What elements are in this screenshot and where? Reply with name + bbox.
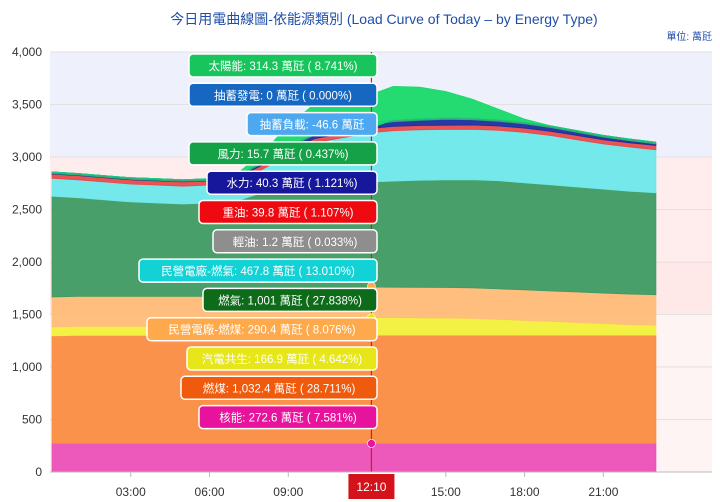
tooltip-box: [212, 229, 378, 254]
tooltip-1: 抽蓄發電: 0 萬瓩 ( 0.000%): [188, 82, 378, 108]
tooltip-label: 輕油: 1.2 萬瓩 ( 0.033%): [233, 235, 358, 249]
y-tick-label: 3,500: [12, 98, 42, 112]
tooltip-3: 風力: 15.7 萬瓩 ( 0.437%): [188, 141, 378, 166]
crosshair-time-text: 12:10: [356, 480, 386, 494]
y-tick-label: 4,000: [12, 45, 42, 59]
tooltip-box: [188, 53, 378, 78]
tooltip-box: [198, 199, 378, 225]
y-tick-label: 2,500: [12, 203, 42, 217]
crosshair-time-label: 12:10: [348, 474, 395, 499]
tooltip-label: 太陽能: 314.3 萬瓩 ( 8.741%): [209, 59, 358, 73]
tooltip-box: [146, 316, 378, 342]
x-tick-label: 06:00: [195, 485, 225, 499]
x-tick-label: 21:00: [588, 485, 618, 499]
y-tick-label: 1,500: [12, 308, 42, 322]
tooltip-12: 核能: 272.6 萬瓩 ( 7.581%): [198, 404, 378, 430]
y-tick-label: 1,000: [12, 360, 42, 374]
tooltip-label: 燃氣: 1,001 萬瓩 ( 27.838%): [218, 293, 362, 307]
tooltip-6: 輕油: 1.2 萬瓩 ( 0.033%): [212, 229, 378, 254]
y-axis: 0 500 1,000 1,500 2,000 2,500 3,000 3,500 4,000: [12, 45, 42, 479]
tooltip-box: [246, 111, 378, 137]
tooltip-stack: 太陽能: 314.3 萬瓩 ( 8.741%) 抽蓄發電: 0 萬瓩 ( 0.00…: [138, 53, 378, 430]
y-tick-label: 0: [35, 465, 42, 479]
tooltip-10: 汽電共生: 166.9 萬瓩 ( 4.642%): [186, 346, 378, 371]
hover-marker-12: [367, 439, 376, 448]
tooltip-label: 風力: 15.7 萬瓩 ( 0.437%): [217, 148, 348, 161]
tooltip-label: 核能: 272.6 萬瓩 ( 7.581%): [219, 411, 357, 425]
tooltip-label: 抽蓄負載: -46.6 萬瓩: [260, 118, 365, 132]
tooltip-2: 抽蓄負載: -46.6 萬瓩: [246, 111, 378, 137]
chart-title: 今日用電曲線圖-依能源類別 (Load Curve of Today – by …: [170, 11, 597, 27]
x-tick-label: 03:00: [116, 485, 146, 499]
crosshair-time-box: [348, 474, 395, 499]
tooltip-label: 重油: 39.8 萬瓩 ( 1.107%): [222, 206, 353, 220]
unit-label: 單位: 萬瓩: [666, 30, 712, 43]
tooltip-label: 水力: 40.3 萬瓩 ( 1.121%): [226, 177, 357, 190]
tooltip-label: 民營電廠-燃氣: 467.8 萬瓩 ( 13.010%): [161, 264, 355, 278]
x-tick-label: 15:00: [431, 485, 461, 499]
y-tick-label: 3,000: [12, 150, 42, 164]
tooltip-0: 太陽能: 314.3 萬瓩 ( 8.741%): [188, 53, 378, 78]
tooltip-box: [138, 258, 378, 283]
tooltip-7: 民營電廠-燃氣: 467.8 萬瓩 ( 13.010%): [138, 258, 378, 283]
tooltip-box: [188, 82, 378, 108]
tooltip-box: [202, 287, 378, 313]
x-tick-label: 18:00: [510, 485, 540, 499]
tooltip-box: [206, 170, 378, 195]
tooltip-11: 燃煤: 1,032.4 萬瓩 ( 28.711%): [180, 375, 378, 401]
tooltip-9: 民營電廠-燃煤: 290.4 萬瓩 ( 8.076%): [146, 316, 378, 342]
y-tick-label: 2,000: [12, 255, 42, 269]
tooltip-label: 民營電廠-燃煤: 290.4 萬瓩 ( 8.076%): [168, 323, 355, 337]
tooltip-label: 抽蓄發電: 0 萬瓩 ( 0.000%): [214, 88, 352, 102]
x-axis: 03:00 06:00 09:00 15:00 18:00 21:00: [50, 471, 712, 499]
tooltip-8: 燃氣: 1,001 萬瓩 ( 27.838%): [202, 287, 378, 313]
tooltip-box: [186, 346, 378, 371]
y-tick-label: 500: [22, 413, 42, 427]
tooltip-box: [198, 404, 378, 430]
area-series-0[interactable]: [51, 443, 657, 473]
tooltip-4: 水力: 40.3 萬瓩 ( 1.121%): [206, 170, 378, 195]
tooltip-box: [180, 375, 378, 401]
tooltip-5: 重油: 39.8 萬瓩 ( 1.107%): [198, 199, 378, 225]
tooltip-label: 燃煤: 1,032.4 萬瓩 ( 28.711%): [203, 381, 356, 395]
tooltip-label: 汽電共生: 166.9 萬瓩 ( 4.642%): [202, 352, 363, 366]
x-tick-label: 09:00: [273, 485, 303, 499]
tooltip-box: [188, 141, 378, 166]
